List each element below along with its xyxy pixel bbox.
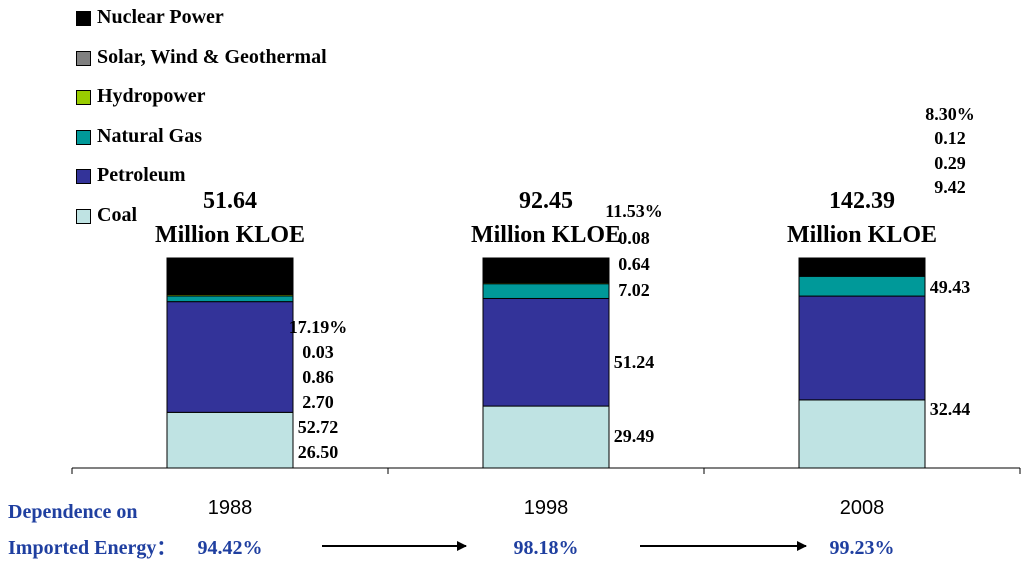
data-label-solar-wind-geothermal: 0.03 [302,342,334,362]
legend-swatch-petroleum [76,169,91,184]
data-label-nuclear-power: 17.19% [289,317,348,337]
bar-segment-coal [166,411,294,469]
bar-segment-petroleum [798,295,926,401]
legend-swatch-hydropower [76,90,91,105]
bar-segment-nuclear-power [798,257,926,276]
x-tick-label: 1998 [524,497,569,519]
data-label-petroleum: 49.43 [930,277,971,297]
plot-area: 51.64 Million KLOE 1988 92.45 Million KLOE 19… [8,104,1021,559]
legend-label-solar-wind-geothermal: Solar, Wind & Geothermal [97,45,327,68]
dependence-value: 98.18% [514,537,579,559]
legend-item-natural-gas: Natural Gas [76,123,327,163]
data-label-coal: 29.49 [614,426,655,446]
legend-label-coal: Coal [97,203,137,226]
bar-segment-coal [482,405,610,469]
data-label-solar-wind-geothermal: 0.12 [934,128,966,148]
legend-item-hydropower: Hydropower [76,83,327,123]
bar-segment-nuclear-power [482,257,610,283]
dependence-value: 99.23% [830,537,895,559]
legend-label-nuclear: Nuclear Power [97,6,224,28]
bar-segment-natural-gas [166,295,294,303]
bar-total-value: 142.39 [829,188,895,214]
bar-segment-petroleum [482,297,610,407]
legend-label-petroleum: Petroleum [97,164,186,186]
legend-item-solar-wind-geothermal: Solar, Wind & Geothermal [76,44,327,84]
legend-item-coal: Coal [76,202,327,242]
legend-swatch-coal [76,208,91,224]
data-label-natural-gas: 7.02 [618,280,650,300]
x-tick-label: 1988 [208,497,253,519]
legend: Nuclear Power Solar, Wind & Geothermal H… [76,4,327,241]
bar-total-value: 51.64 [203,188,257,214]
bar-total-unit: Million KLOE [787,222,937,248]
data-label-nuclear-power: 8.30% [925,104,975,124]
data-label-hydropower: 0.86 [302,367,334,387]
data-label-hydropower: 0.64 [618,254,650,274]
bar-total-unit: Million KLOE [471,222,621,248]
x-tick-label: 2008 [840,497,885,519]
legend-label-natural-gas: Natural Gas [97,124,202,147]
dependence-value: 94.42% [198,537,263,559]
legend-swatch-natural-gas [76,129,91,145]
data-label-petroleum: 51.24 [614,352,655,372]
legend-item-nuclear: Nuclear Power [76,4,327,44]
bar-segment-petroleum [166,301,294,413]
legend-swatch-nuclear [76,11,91,26]
data-label-nuclear-power: 11.53% [605,201,663,221]
bar-total-value: 92.45 [519,188,573,214]
legend-label-hydropower: Hydropower [97,85,206,107]
data-label-natural-gas: 9.42 [934,177,966,197]
data-label-solar-wind-geothermal: 0.08 [618,228,650,248]
legend-item-petroleum: Petroleum [76,162,327,202]
bar-segment-nuclear-power [166,257,294,295]
data-label-coal: 26.50 [298,442,339,462]
bar-segment-coal [798,399,926,469]
data-label-hydropower: 0.29 [934,153,966,173]
dependence-label-line1: Dependence on [8,501,137,523]
bar-total-unit: Million KLOE [155,222,305,248]
bar-segment-natural-gas [482,283,610,299]
data-label-natural-gas: 2.70 [302,392,334,412]
data-label-petroleum: 52.72 [298,417,339,437]
dependence-label-line2: Imported Energy： [8,537,176,559]
data-label-coal: 32.44 [930,399,971,419]
bar-segment-natural-gas [798,275,926,297]
legend-swatch-solar-wind-geothermal [76,50,91,66]
